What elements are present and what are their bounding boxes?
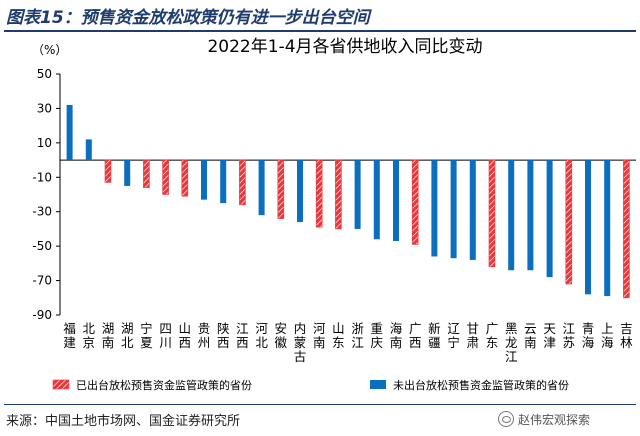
- bar-released-5: [162, 159, 169, 195]
- x-category-label: 吉林: [620, 321, 633, 350]
- x-category-label: 山东: [332, 321, 345, 350]
- chart-title: 2022年1-4月各省供地收入同比变动: [207, 37, 482, 57]
- bar-unreleased-21: [469, 160, 476, 260]
- title-divider: [4, 30, 636, 32]
- x-category-label: 福建: [63, 321, 76, 350]
- x-category-label: 河南: [313, 321, 326, 350]
- x-category-label: 贵州: [198, 321, 211, 350]
- bar-unreleased-17: [393, 160, 399, 241]
- bar-unreleased-15: [354, 160, 361, 229]
- legend: 已出台放松预售资金监管政策的省份 未出台放松预售资金监管政策的省份: [52, 378, 569, 392]
- bar-chart: 2022年1-4月各省供地收入同比变动 （%） 50 30 10 -10 -30 -50 -…: [32, 37, 636, 392]
- y-tick-label: 50: [37, 67, 52, 81]
- x-category-label: 云南: [524, 321, 537, 350]
- bar-unreleased-8: [220, 160, 227, 204]
- bar-unreleased-27: [585, 160, 591, 295]
- x-category-label: 河北: [255, 321, 268, 350]
- bar-unreleased-24: [527, 160, 534, 271]
- bar-unreleased-3: [124, 160, 131, 186]
- figure-title: 图表15：预售资金放松政策仍有进一步出台空间: [6, 8, 370, 28]
- bar-unreleased-7: [201, 160, 207, 200]
- wechat-icon: [498, 411, 514, 427]
- bar-released-13: [315, 159, 323, 228]
- y-axis-label: （%）: [32, 43, 67, 57]
- x-category-label: 辽宁: [447, 321, 460, 350]
- x-category-label: 四川: [159, 321, 172, 350]
- x-category-label: 湖北: [121, 321, 134, 350]
- bar-unreleased-19: [431, 160, 438, 257]
- bar-unreleased-20: [450, 160, 457, 259]
- x-category-label: 内蒙古: [294, 321, 307, 364]
- bar-released-9: [239, 159, 246, 206]
- legend-label-unreleased: 未出台放松预售资金监管政策的省份: [393, 378, 569, 392]
- x-category-label: 江西: [236, 321, 249, 350]
- y-axis: 50 30 10 -10 -30 -50 -70 -90: [32, 67, 636, 322]
- y-tick-label: -90: [32, 308, 52, 322]
- x-category-label: 北京: [83, 321, 96, 350]
- y-tick-label: -50: [32, 239, 52, 253]
- y-tick-label: -30: [32, 205, 52, 219]
- x-category-label: 浙江: [351, 321, 364, 350]
- bar-unreleased-23: [508, 160, 515, 271]
- x-category-label: 广西: [409, 321, 422, 350]
- category-labels: 福建北京湖南湖北宁夏四川山西贵州陕西江西河北安徽内蒙古河南山东浙江重庆海南广西新…: [63, 321, 633, 364]
- legend-swatch-released: [52, 379, 70, 390]
- bar-released-2: [104, 159, 112, 183]
- x-category-label: 甘肃: [467, 321, 480, 350]
- bar-unreleased-10: [258, 160, 265, 216]
- legend-label-released: 已出台放松预售资金监管政策的省份: [76, 378, 252, 392]
- bar-released-18: [411, 159, 419, 245]
- watermark-text: 赵伟宏观探索: [518, 412, 591, 427]
- bar-released-22: [488, 159, 496, 268]
- x-category-label: 海南: [390, 321, 403, 350]
- bottom-divider: [4, 404, 636, 405]
- legend-swatch-unreleased: [370, 380, 386, 389]
- y-tick-label: -70: [32, 274, 52, 288]
- x-category-label: 陕西: [217, 321, 230, 350]
- x-category-label: 山西: [179, 321, 192, 350]
- x-category-label: 新疆: [428, 321, 441, 350]
- x-category-label: 湖南: [102, 321, 115, 350]
- source-note: 来源：中国土地市场网、国金证券研究所: [6, 414, 241, 429]
- bar-released-26: [565, 159, 573, 285]
- bars-group: [66, 104, 630, 299]
- x-category-label: 江苏: [563, 321, 576, 350]
- x-category-label: 安徽: [275, 321, 288, 350]
- x-category-label: 上海: [601, 321, 614, 350]
- bar-released-29: [623, 159, 630, 299]
- bar-unreleased-12: [297, 160, 303, 223]
- y-tick-label: 10: [37, 136, 52, 150]
- bar-released-6: [181, 159, 189, 197]
- bar-unreleased-1: [85, 139, 92, 161]
- y-tick-label: 30: [37, 101, 52, 115]
- x-category-label: 宁夏: [140, 321, 153, 350]
- bar-released-11: [277, 159, 285, 219]
- x-category-label: 青海: [582, 321, 595, 350]
- x-category-label: 天津: [543, 321, 556, 350]
- bar-unreleased-25: [546, 160, 553, 278]
- y-tick-label: -10: [32, 170, 52, 184]
- bar-unreleased-28: [604, 160, 611, 297]
- bar-unreleased-16: [373, 160, 380, 240]
- bar-released-4: [143, 159, 150, 188]
- x-category-label: 黑龙江: [505, 321, 518, 364]
- x-category-label: 广东: [486, 321, 499, 350]
- watermark: 赵伟宏观探索: [498, 408, 590, 430]
- bar-unreleased-0: [66, 104, 73, 161]
- bar-released-14: [335, 159, 342, 230]
- x-category-label: 重庆: [371, 321, 384, 350]
